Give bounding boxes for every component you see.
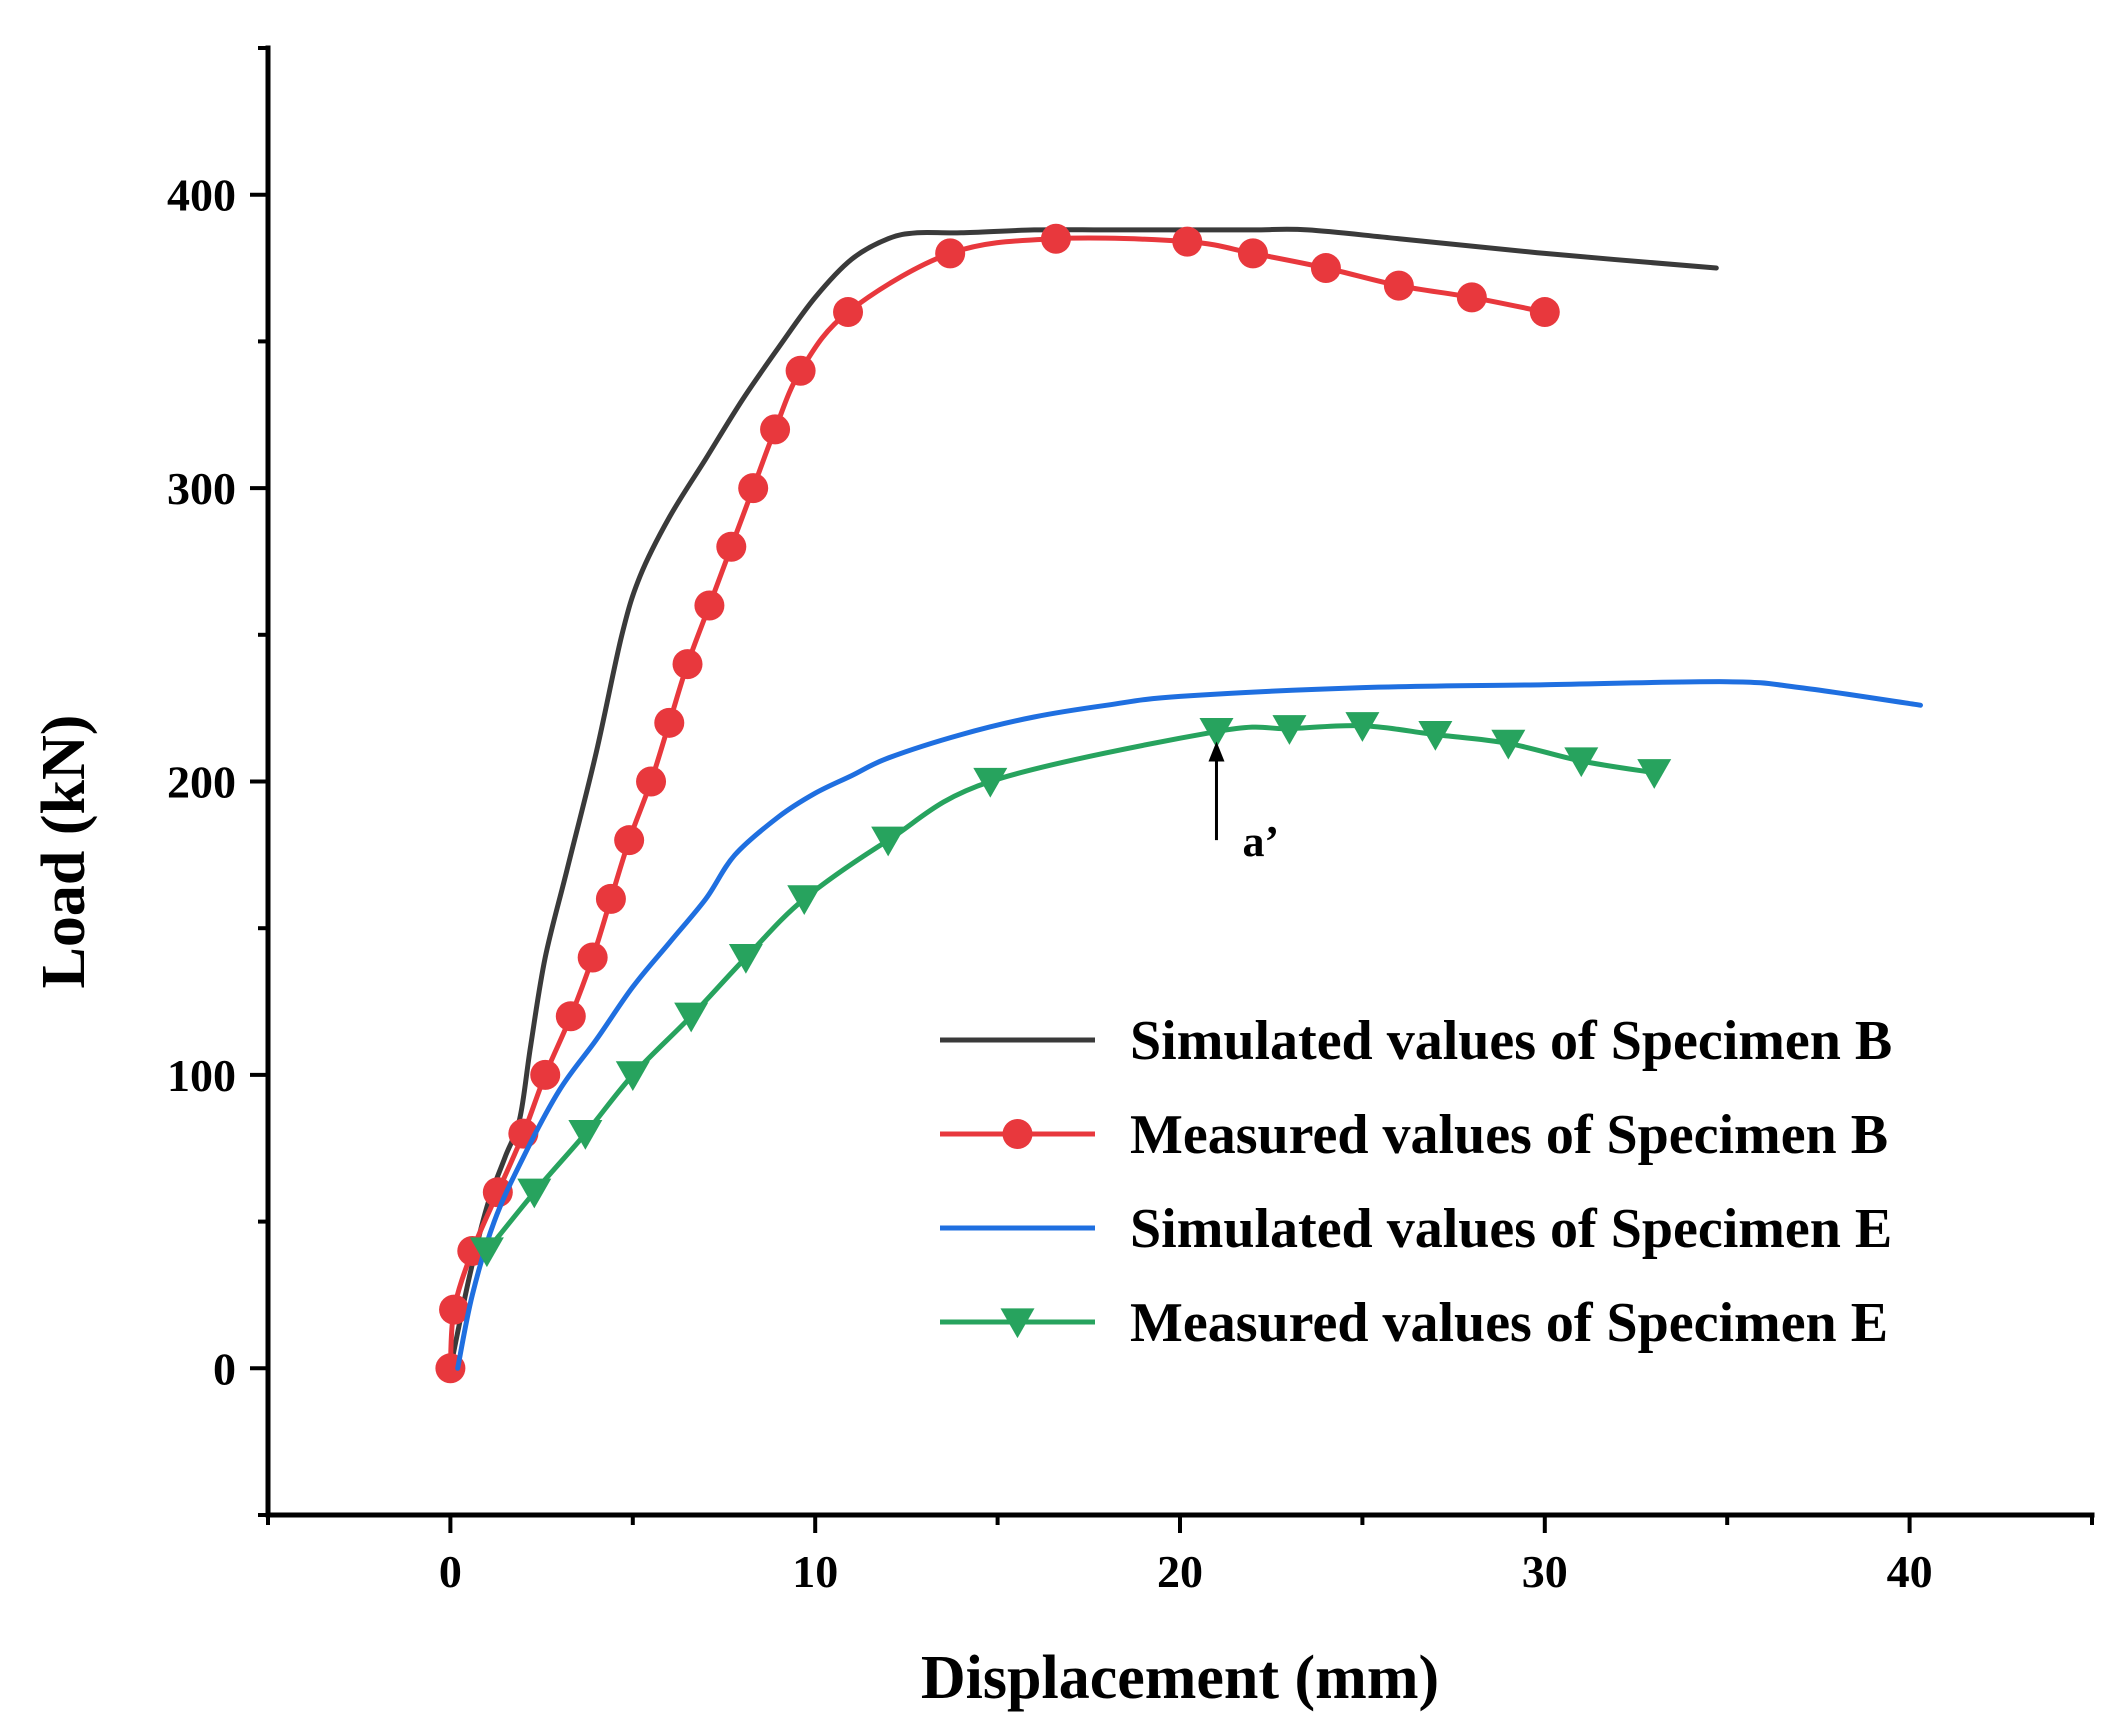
data-point [833,297,864,328]
legend-entry: Simulated values of Specimen B [940,1010,1892,1072]
x-ticks: 0 10 20 30 40 [266,1515,2094,1597]
data-point [935,238,966,269]
x-tick-label: 30 [1522,1546,1568,1597]
x-tick-label: 10 [792,1546,838,1597]
data-point [555,1001,586,1032]
data-point [1637,759,1672,789]
y-tick-label: 100 [167,1050,236,1101]
axes: 0 10 20 30 40 0 100 200 300 400 [167,45,2095,1597]
data-point [728,943,763,974]
data-point [1383,270,1414,301]
data-point [738,473,769,504]
legend-label: Measured values of Specimen E [1130,1292,1888,1354]
annotation: a’ [1208,741,1279,866]
data-point [672,649,703,680]
data-point [1491,729,1526,760]
y-ticks: 0 100 200 300 400 [167,46,268,1517]
data-point [636,766,667,797]
legend-entry: Simulated values of Specimen E [940,1198,1892,1260]
data-point [871,826,906,857]
data-point [787,885,822,916]
data-point [517,1178,552,1209]
data-point [469,1237,504,1268]
data-point [1040,223,1071,254]
data-point [1456,282,1487,313]
x-tick-label: 40 [1887,1546,1933,1597]
data-point [439,1294,470,1325]
x-axis-title: Displacement (mm) [921,1644,1439,1712]
legend-entry: Measured values of Specimen B [940,1104,1888,1166]
data-point [1345,712,1380,742]
y-tick-label: 0 [213,1343,236,1394]
data-point [1172,226,1203,257]
series-3 [455,679,1923,1371]
series-2 [435,223,1560,1384]
y-tick-label: 400 [167,170,236,221]
data-point [1272,715,1307,745]
series-line [455,679,1923,1371]
data-point [1310,253,1341,284]
data-point [674,1002,709,1033]
series-line [484,723,1657,1254]
data-point [1237,238,1268,269]
annotation-layer: a’ [1208,741,1279,866]
data-point [615,1061,650,1092]
data-point [973,767,1008,798]
y-tick-label: 300 [167,463,236,514]
legend-label: Simulated values of Specimen B [1130,1010,1892,1072]
series-layer [435,223,1923,1384]
data-point [1564,747,1599,778]
y-axis-title: Load (kN) [30,715,98,989]
x-tick-label: 20 [1157,1546,1203,1597]
data-point [530,1059,561,1090]
series-line [447,226,1719,1371]
y-tick-label: 200 [167,757,236,808]
data-point [568,1119,603,1150]
data-point [1418,720,1453,751]
data-point [716,531,747,562]
legend-marker [1002,1119,1033,1149]
data-point [694,590,725,621]
legend-label: Measured values of Specimen B [1130,1104,1888,1166]
series-1 [447,226,1719,1371]
data-point [595,883,626,914]
data-point [614,825,645,856]
legend: Simulated values of Specimen B Measured v… [940,1010,1892,1354]
series-4 [469,712,1672,1268]
legend-entry: Measured values of Specimen E [940,1292,1888,1354]
data-point [1199,718,1234,748]
data-point [1529,297,1560,328]
legend-marker [1000,1308,1035,1339]
data-point [785,355,816,386]
data-point [760,414,791,445]
data-point [654,707,685,738]
annotation-label: a’ [1242,817,1279,866]
annotation-arrow-head [1208,741,1225,762]
x-tick-label: 0 [439,1546,462,1597]
data-point [577,942,608,973]
legend-label: Simulated values of Specimen E [1130,1198,1892,1260]
